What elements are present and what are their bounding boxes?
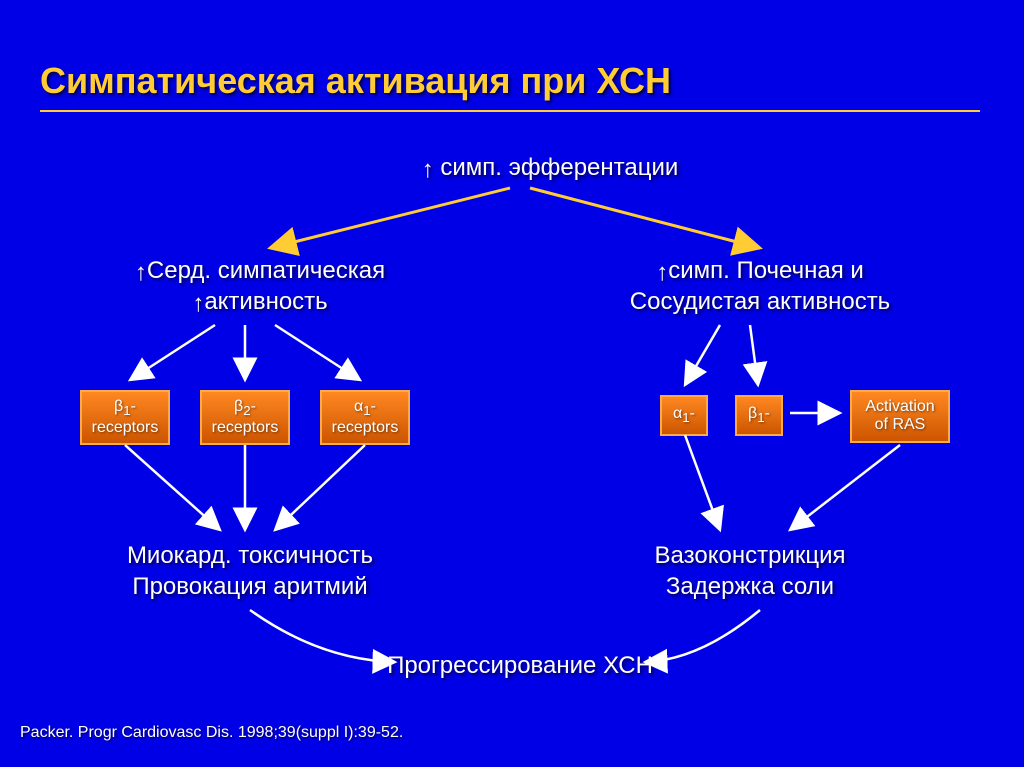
up-arrow-icon: ↑ bbox=[656, 257, 668, 288]
box-a1-small: α1- bbox=[660, 395, 708, 436]
box-b2-receptors: β2-receptors bbox=[200, 390, 290, 445]
node-left-branch: ↑Серд. симпатическая ↑активность bbox=[80, 255, 440, 317]
slide-title: Симпатическая активация при ХСН bbox=[40, 60, 671, 102]
node-right-outcome: Вазоконстрикция Задержка соли bbox=[570, 540, 930, 602]
node-top: ↑ симп. эфферентации bbox=[380, 152, 720, 183]
citation-text: Packer. Progr Cardiovasc Dis. 1998;39(su… bbox=[20, 724, 403, 742]
title-underline bbox=[40, 110, 980, 112]
box-b1-small: β1- bbox=[735, 395, 783, 436]
box-ras: Activationof RAS bbox=[850, 390, 950, 443]
up-arrow-icon: ↑ bbox=[422, 154, 434, 185]
up-arrow-icon: ↑ bbox=[135, 257, 147, 288]
node-right-branch: ↑симп. Почечная и Сосудистая активность bbox=[570, 255, 950, 317]
box-b1-receptors: β1-receptors bbox=[80, 390, 170, 445]
node-bottom: Прогрессирование ХСН bbox=[330, 650, 710, 681]
node-left-outcome: Миокард. токсичность Провокация аритмий bbox=[70, 540, 430, 602]
up-arrow-icon: ↑ bbox=[192, 288, 204, 319]
box-a1-receptors: α1-receptors bbox=[320, 390, 410, 445]
